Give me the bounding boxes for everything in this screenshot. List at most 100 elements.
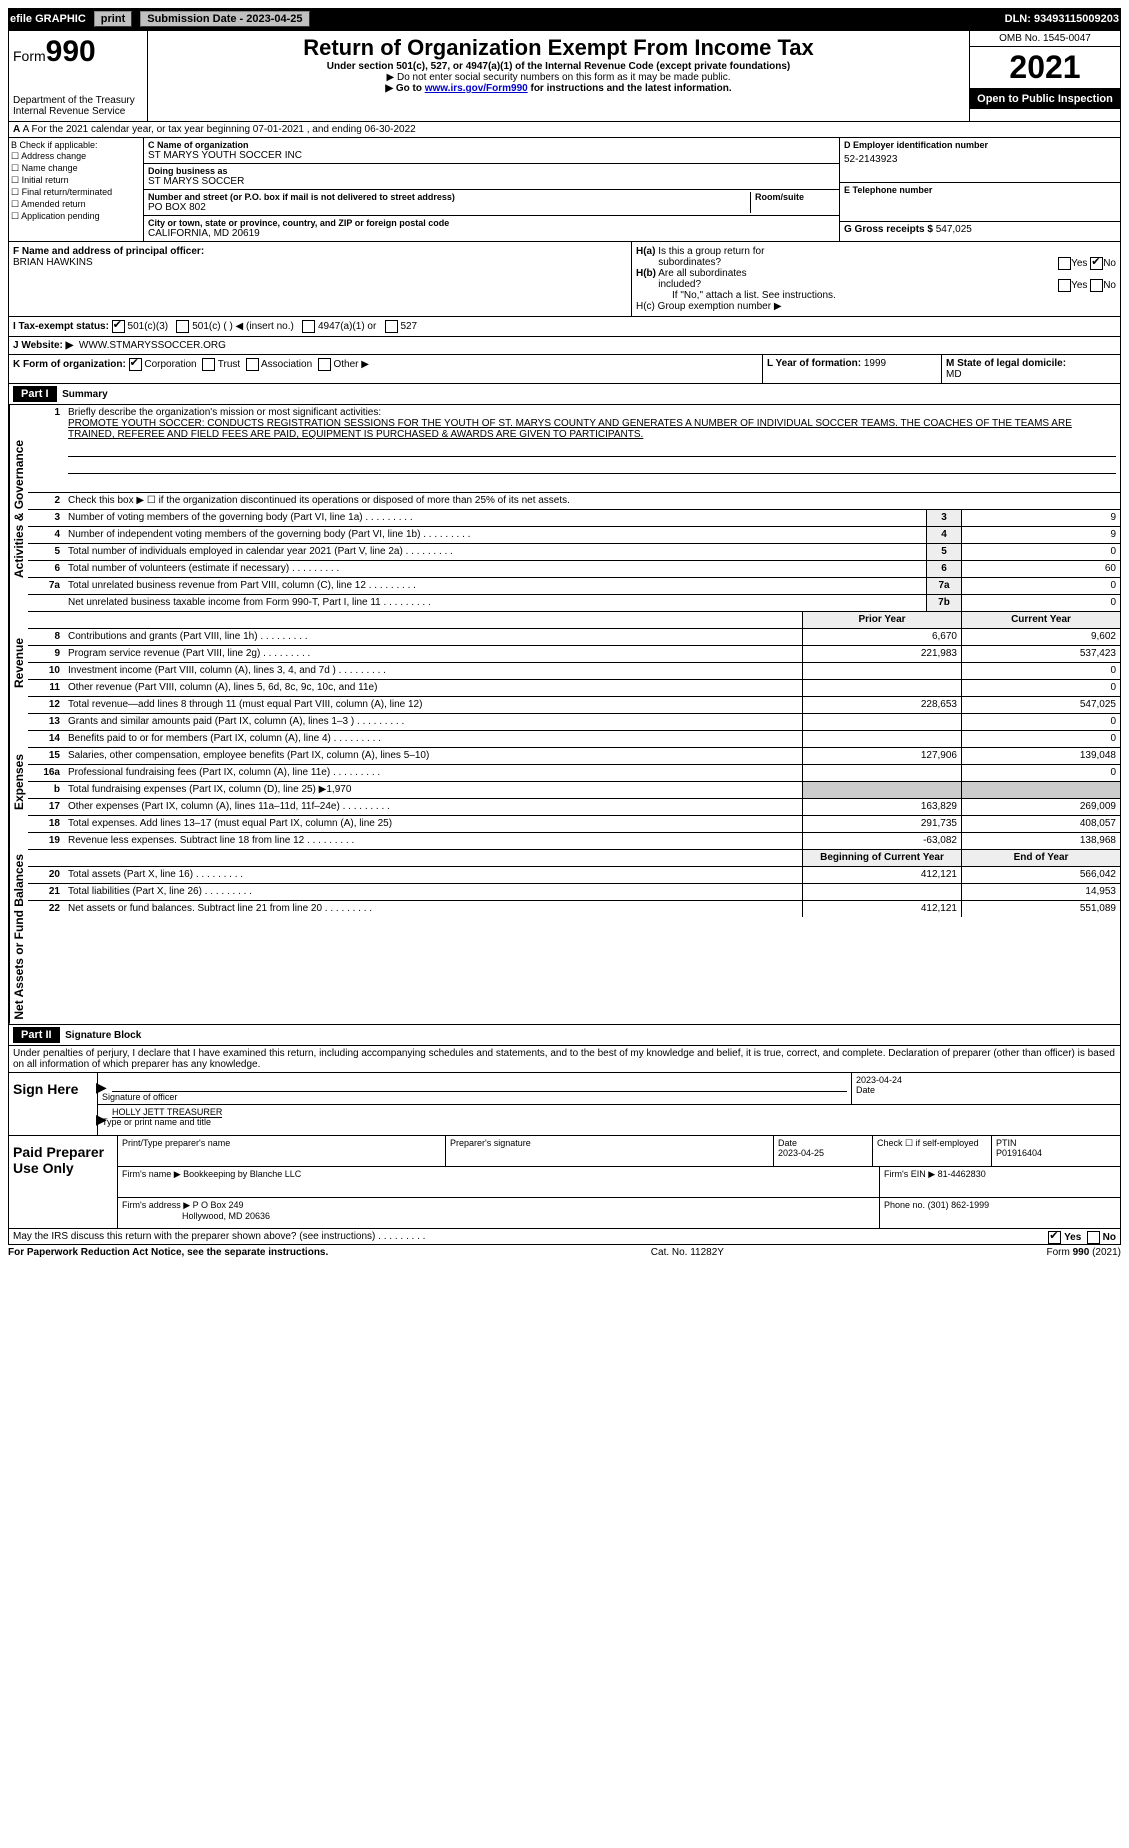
ha-label: H(a) Is this a group return for subordin… [636,246,1116,268]
d-label: D Employer identification number [844,140,1116,150]
tab-revenue: Revenue [9,612,28,714]
ha-no[interactable] [1090,257,1103,270]
tax-year: 2021 [970,47,1120,89]
firm-addr2: Hollywood, MD 20636 [182,1211,270,1221]
hb-no[interactable] [1090,279,1103,292]
line21: Total liabilities (Part X, line 26) [64,884,802,900]
discuss-yes[interactable] [1048,1231,1061,1244]
revenue-block: Revenue Prior YearCurrent Year 8Contribu… [8,612,1121,714]
line7b: Net unrelated business taxable income fr… [64,595,926,611]
firm-ein: 81-4462830 [938,1169,986,1179]
hb-yes[interactable] [1058,279,1071,292]
line9: Program service revenue (Part VIII, line… [64,646,802,662]
gross-receipts: 547,025 [936,224,972,235]
topbar: efile GRAPHIC print Submission Date - 20… [8,8,1121,30]
discuss-no[interactable] [1087,1231,1100,1244]
preparer-name-label: Print/Type preparer's name [117,1136,445,1167]
dba-label: Doing business as [148,166,835,176]
line6: Total number of volunteers (estimate if … [64,561,926,577]
ein-value: 52-2143923 [844,150,1116,165]
cb-address-change[interactable]: ☐ Address change [11,151,141,162]
cb-assoc[interactable] [246,358,259,371]
cb-initial-return[interactable]: ☐ Initial return [11,175,141,186]
footer: For Paperwork Reduction Act Notice, see … [8,1245,1121,1260]
v7b: 0 [961,595,1120,611]
line13: Grants and similar amounts paid (Part IX… [64,714,802,730]
cb-final-return[interactable]: ☐ Final return/terminated [11,187,141,198]
line22: Net assets or fund balances. Subtract li… [64,901,802,917]
v4: 9 [961,527,1120,543]
hdr-begin-year: Beginning of Current Year [802,850,961,866]
line18: Total expenses. Add lines 13–17 (must eq… [64,816,802,832]
ptin-value: P01916404 [996,1148,1042,1158]
line14: Benefits paid to or for members (Part IX… [64,731,802,747]
subtitle-2: ▶ Do not enter social security numbers o… [152,72,965,83]
firm-name: Bookkeeping by Blanche LLC [183,1169,301,1179]
sign-here-label: Sign Here [9,1073,97,1135]
ha-yes[interactable] [1058,257,1071,270]
c-label: C Name of organization [148,140,835,150]
paid-label: Paid Preparer Use Only [9,1136,117,1228]
netassets-block: Net Assets or Fund Balances Beginning of… [8,850,1121,1025]
irs-label: Internal Revenue Service [13,106,143,117]
submission-date-button[interactable]: Submission Date - 2023-04-25 [140,11,309,27]
part2-header: Part II Signature Block [8,1025,1121,1046]
website-value: WWW.STMARYSSOCCER.ORG [79,340,226,351]
section-b-h: B Check if applicable: ☐ Address change … [8,138,1121,242]
line2: Check this box ▶ ☐ if the organization d… [64,493,1120,509]
form-title: Return of Organization Exempt From Incom… [152,35,965,61]
hdr-prior-year: Prior Year [802,612,961,628]
cb-amended[interactable]: ☐ Amended return [11,199,141,210]
tab-netassets: Net Assets or Fund Balances [9,850,28,1024]
line7a: Total unrelated business revenue from Pa… [64,578,926,594]
subtitle-3: ▶ Go to www.irs.gov/Form990 for instruct… [152,83,965,94]
print-button[interactable]: print [94,11,132,27]
part1-header: Part I Summary [8,384,1121,405]
firm-phone: (301) 862-1999 [928,1200,990,1210]
type-name-label: Type or print name and title [102,1117,1116,1127]
city-label: City or town, state or province, country… [148,218,835,228]
row-a: A A For the 2021 calendar year, or tax y… [8,122,1121,138]
room-label: Room/suite [755,192,835,202]
v5: 0 [961,544,1120,560]
line20: Total assets (Part X, line 16) [64,867,802,883]
i-row: I Tax-exempt status: 501(c)(3) 501(c) ( … [9,317,1120,336]
line8: Contributions and grants (Part VIII, lin… [64,629,802,645]
preparer-sig-label: Preparer's signature [445,1136,773,1167]
cb-other[interactable] [318,358,331,371]
line12: Total revenue—add lines 8 through 11 (mu… [64,697,802,713]
line1-label: Briefly describe the organization's miss… [68,407,381,418]
line4: Number of independent voting members of … [64,527,926,543]
sign-here-block: Sign Here ▶ Signature of officer 2023-04… [8,1073,1121,1136]
line11: Other revenue (Part VIII, column (A), li… [64,680,802,696]
hb-note: If "No," attach a list. See instructions… [636,290,1116,301]
firm-addr1: P O Box 249 [193,1200,244,1210]
declaration: Under penalties of perjury, I declare th… [8,1046,1121,1073]
line17: Other expenses (Part IX, column (A), lin… [64,799,802,815]
cb-501c3[interactable] [112,320,125,333]
line16a: Professional fundraising fees (Part IX, … [64,765,802,781]
cb-501c[interactable] [176,320,189,333]
hdr-current-year: Current Year [961,612,1120,628]
cb-name-change[interactable]: ☐ Name change [11,163,141,174]
open-inspection: Open to Public Inspection [970,89,1120,109]
line10: Investment income (Part VIII, column (A)… [64,663,802,679]
line19: Revenue less expenses. Subtract line 18 … [64,833,802,849]
subtitle-1: Under section 501(c), 527, or 4947(a)(1)… [152,61,965,72]
line5: Total number of individuals employed in … [64,544,926,560]
addr-label: Number and street (or P.O. box if mail i… [148,192,750,202]
cb-application[interactable]: ☐ Application pending [11,211,141,222]
expenses-block: Expenses 13Grants and similar amounts pa… [8,714,1121,850]
sig-date-label: Date [856,1085,1116,1095]
f-label: F Name and address of principal officer: [13,246,204,257]
cb-corp[interactable] [129,358,142,371]
mission-text: PROMOTE YOUTH SOCCER: CONDUCTS REGISTRAT… [68,418,1072,440]
g-label: G Gross receipts $ [844,224,933,235]
irs-link[interactable]: www.irs.gov/Form990 [425,83,528,94]
cb-527[interactable] [385,320,398,333]
k-row: K Form of organization: Corporation Trus… [9,355,763,383]
hdr-end-year: End of Year [961,850,1120,866]
cb-4947[interactable] [302,320,315,333]
cb-trust[interactable] [202,358,215,371]
dba-name: ST MARYS SOCCER [148,176,835,187]
